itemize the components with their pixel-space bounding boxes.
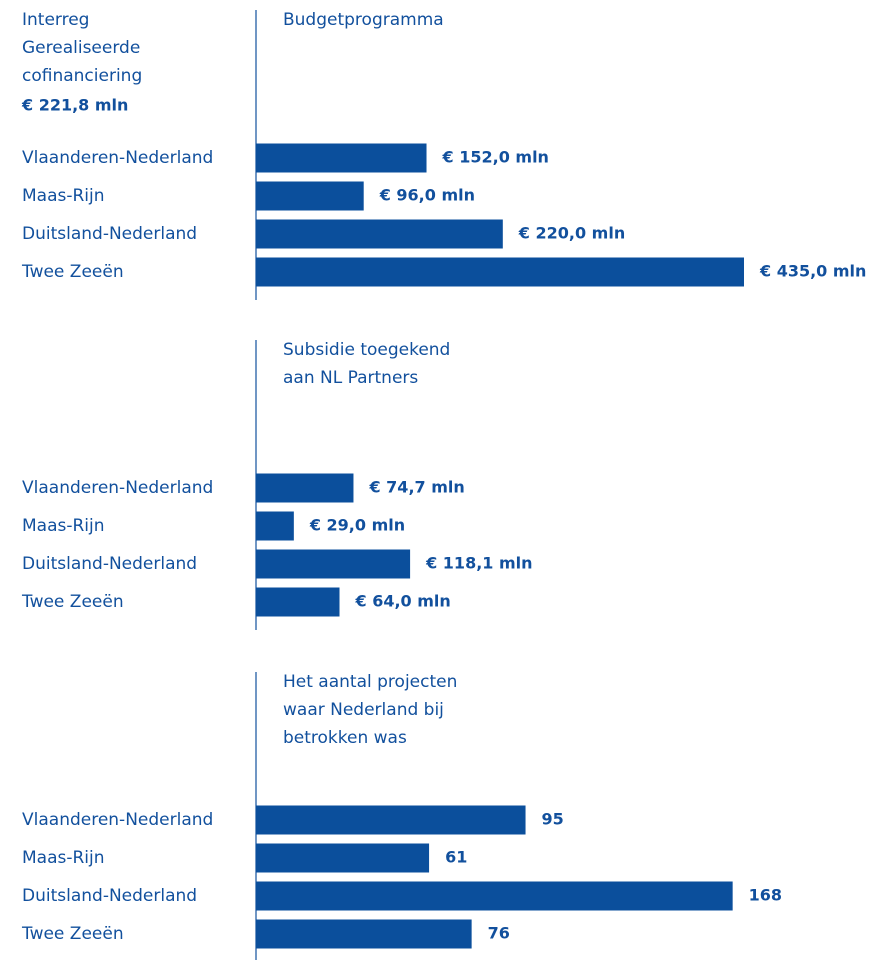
value-label: € 435,0 mln — [759, 262, 866, 281]
header-value: € 221,8 mln — [21, 96, 128, 115]
chart-title: betrokken was — [283, 728, 407, 748]
category-label: Twee Zeeën — [21, 592, 124, 612]
category-label: Duitsland-Nederland — [22, 886, 197, 906]
bar — [256, 919, 472, 949]
value-label: 168 — [749, 886, 782, 905]
chart-title: Subsidie toegekend — [283, 340, 450, 360]
bar — [256, 143, 427, 173]
bar — [256, 549, 411, 579]
chart-title: aan NL Partners — [283, 368, 418, 388]
value-label: € 220,0 mln — [518, 224, 625, 243]
category-label: Maas-Rijn — [22, 848, 105, 868]
bar — [256, 219, 503, 249]
header-line: Interreg — [22, 10, 89, 30]
value-label: € 74,7 mln — [368, 478, 464, 497]
category-label: Twee Zeeën — [21, 924, 124, 944]
value-label: € 64,0 mln — [355, 592, 451, 611]
bar — [256, 473, 354, 503]
bar — [256, 881, 733, 911]
bar — [256, 587, 340, 617]
category-label: Twee Zeeën — [21, 262, 124, 282]
chart-title: Het aantal projecten — [283, 672, 457, 692]
value-label: 95 — [542, 810, 564, 829]
category-label: Duitsland-Nederland — [22, 224, 197, 244]
chart-title: waar Nederland bij — [283, 700, 444, 720]
value-label: 61 — [445, 848, 467, 867]
bar — [256, 181, 364, 211]
bar — [256, 843, 430, 873]
bar — [256, 257, 744, 287]
category-label: Duitsland-Nederland — [22, 554, 197, 574]
value-label: € 96,0 mln — [379, 186, 475, 205]
category-label: Maas-Rijn — [22, 186, 105, 206]
value-label: € 29,0 mln — [309, 516, 405, 535]
header-line: Gerealiseerde — [22, 38, 140, 58]
bar — [256, 511, 294, 541]
category-label: Vlaanderen-Nederland — [22, 810, 213, 830]
bar — [256, 805, 526, 835]
chart-title: Budgetprogramma — [283, 10, 444, 30]
value-label: € 152,0 mln — [442, 148, 549, 167]
value-label: € 118,1 mln — [425, 554, 532, 573]
value-label: 76 — [488, 924, 510, 943]
header-line: cofinanciering — [22, 66, 142, 86]
category-label: Vlaanderen-Nederland — [22, 478, 213, 498]
category-label: Vlaanderen-Nederland — [22, 148, 213, 168]
category-label: Maas-Rijn — [22, 516, 105, 536]
